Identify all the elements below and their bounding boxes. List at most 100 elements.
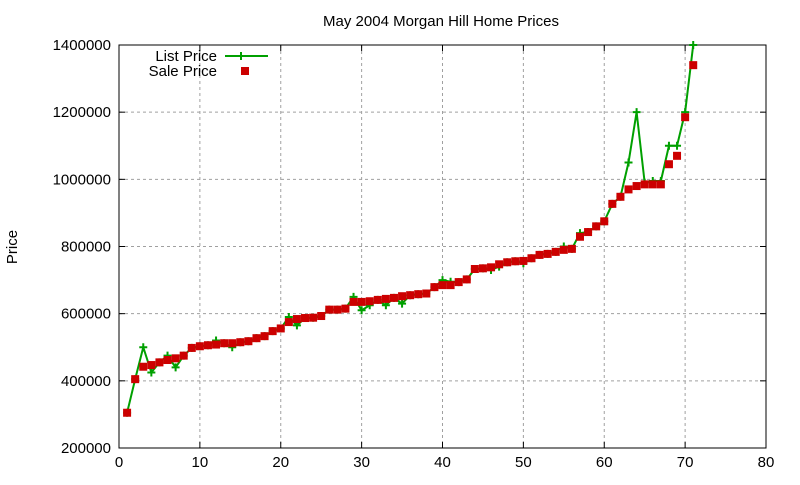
sale-price-point <box>438 281 447 290</box>
x-tick-label: 10 <box>192 454 209 471</box>
list-price-point <box>624 158 633 167</box>
list-price-point <box>171 363 180 372</box>
sale-price-point <box>220 339 229 348</box>
x-tick-label: 20 <box>272 454 289 471</box>
sale-price-point <box>212 340 221 349</box>
sale-price-point <box>503 258 512 267</box>
x-tick-label: 60 <box>596 454 613 471</box>
sale-price-point <box>406 291 415 300</box>
sale-price-point <box>454 278 463 287</box>
sale-price-point <box>276 324 285 333</box>
sale-price-point <box>600 217 609 226</box>
sale-price-point <box>511 257 520 266</box>
sale-price-point <box>632 182 641 191</box>
sale-price-point <box>664 160 673 169</box>
y-tick-label: 400000 <box>61 373 111 390</box>
x-tick-label: 50 <box>515 454 532 471</box>
list-price-point <box>689 41 698 49</box>
sale-price-point <box>398 292 407 301</box>
sale-price-point <box>648 180 657 189</box>
sale-price-point <box>139 362 148 371</box>
plot-frame <box>118 44 767 449</box>
sale-price-point <box>171 354 180 363</box>
y-tick-label: 600000 <box>61 306 111 323</box>
chart-title: May 2004 Morgan Hill Home Prices <box>323 13 559 30</box>
sale-price-point <box>333 305 342 314</box>
legend: List Price Sale Price <box>149 48 268 80</box>
sale-price-point <box>656 180 665 189</box>
y-tick-label: 1200000 <box>53 104 111 121</box>
sale-price-point <box>470 265 479 274</box>
sale-price-point <box>640 180 649 189</box>
sale-price-point <box>608 199 617 208</box>
sale-price-point <box>414 290 423 299</box>
legend-marker-list <box>237 52 245 60</box>
sale-price-point <box>495 260 504 269</box>
sale-price-point <box>673 151 682 160</box>
sale-price-point <box>147 361 156 370</box>
sale-price-point <box>301 314 310 323</box>
sale-price-point <box>389 293 398 302</box>
sale-price-point <box>195 342 204 351</box>
x-tick-label: 30 <box>353 454 370 471</box>
sale-price-point <box>341 304 350 313</box>
list-price-point <box>139 343 148 352</box>
y-axis-label: Price <box>4 230 21 264</box>
sale-price-point <box>325 305 334 314</box>
sale-price-point <box>422 289 431 298</box>
sale-price-point <box>357 297 366 306</box>
sale-price-point <box>179 351 188 360</box>
list-price-point <box>357 306 366 315</box>
sale-price-point <box>430 283 439 292</box>
sale-price-point <box>228 339 237 348</box>
y-tick-label: 800000 <box>61 239 111 256</box>
legend-label-sale: Sale Price <box>149 63 217 80</box>
sale-price-point <box>155 358 164 367</box>
sale-price-point <box>592 222 601 231</box>
sale-price-point <box>260 332 269 341</box>
sale-price-point <box>446 281 455 290</box>
sale-price-point <box>567 244 576 253</box>
sale-price-point <box>478 264 487 273</box>
sale-price-point <box>559 245 568 254</box>
sale-price-point <box>317 312 326 321</box>
sale-price-point <box>187 343 196 352</box>
sale-price-point <box>268 327 277 336</box>
list-price-point <box>673 141 682 150</box>
list-price-line <box>126 44 695 413</box>
y-tick-label: 1000000 <box>53 171 111 188</box>
sale-price-point <box>689 61 698 70</box>
sale-price-point <box>681 113 690 122</box>
sale-price-point <box>365 297 374 306</box>
sale-price-point <box>244 337 253 346</box>
y-tick-label: 1400000 <box>53 37 111 54</box>
sale-price-point <box>123 408 132 417</box>
legend-marker-sale <box>241 67 249 75</box>
list-price-point <box>664 141 673 150</box>
sale-price-point <box>519 256 528 265</box>
sale-price-point <box>309 313 318 322</box>
sale-price-point <box>462 275 471 284</box>
x-tick-label: 0 <box>115 454 123 471</box>
sale-price-point <box>203 341 212 350</box>
x-tick-label: 40 <box>434 454 451 471</box>
list-price-point <box>147 368 156 377</box>
sale-price-point <box>284 318 293 327</box>
list-price-point <box>398 299 407 308</box>
sale-price-point <box>381 294 390 303</box>
x-tick-label: 70 <box>677 454 694 471</box>
sale-price-point <box>551 247 560 256</box>
sale-price-point <box>349 297 358 306</box>
sale-price-point <box>575 232 584 241</box>
sale-price-point <box>373 295 382 304</box>
sale-price-point <box>535 250 544 259</box>
y-tick-label: 200000 <box>61 440 111 457</box>
sale-price-point <box>252 334 261 343</box>
sale-price-point <box>543 249 552 258</box>
sale-price-point <box>292 315 301 324</box>
sale-price-point <box>616 192 625 201</box>
x-tick-label: 80 <box>758 454 775 471</box>
list-price-point <box>632 108 641 117</box>
